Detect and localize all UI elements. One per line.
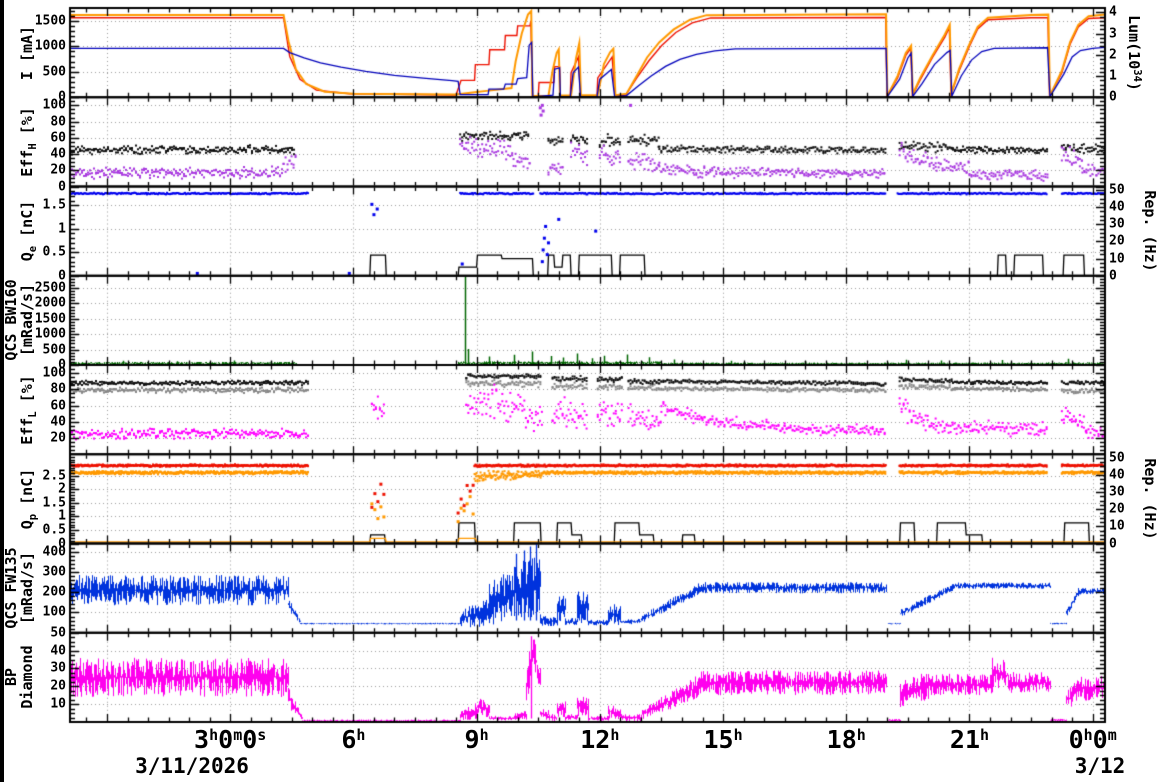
charge-electron-right-ytick-20: 20	[1109, 233, 1125, 249]
qcs-bw160-ytick-2500: 2500	[34, 280, 66, 296]
beam-current-right-ytick-0: 0	[1109, 89, 1117, 105]
bp-diamond-ytick-10: 10	[50, 696, 66, 712]
beam-current-right-ytick-4: 4	[1109, 4, 1117, 20]
charge-positron-ytick-0.5: 0.5	[42, 522, 66, 538]
charge-electron-ytick-1: 1	[58, 221, 66, 237]
eff-h-ytick-0: 0	[58, 179, 66, 194]
qcs-fw135-ytick-100: 100	[42, 604, 66, 620]
charge-positron-ytick-2: 2	[58, 481, 66, 497]
bp-diamond-ytick-30: 30	[50, 660, 66, 676]
charge-electron-right-ytick-30: 30	[1109, 216, 1125, 232]
qcs-bw160-ytick-1000: 1000	[34, 326, 66, 342]
charge-electron-ytick-0: 0	[58, 268, 66, 284]
eff-h-ytick-80: 80	[50, 114, 66, 130]
x-tick-label-2: 9h	[464, 725, 489, 754]
window-left-border	[0, 0, 4, 782]
eff-l-ytick-80: 80	[50, 381, 66, 397]
charge-positron-right-ytick-0: 0	[1109, 536, 1117, 551]
beam-current-right-ytick-1: 1	[1109, 68, 1117, 84]
eff-h-ytick-20: 20	[50, 162, 66, 178]
beam-current-right-ytick-2: 2	[1109, 47, 1117, 63]
charge-electron-ytick-0.5: 0.5	[42, 244, 66, 260]
beam-current-right-ytick-3: 3	[1109, 26, 1117, 41]
eff-l-y-axis-label-line0: EffL [%]	[18, 374, 39, 445]
charge-positron-y-axis-label-line0: Qp [nC]	[18, 468, 39, 530]
bp-diamond-ytick-40: 40	[50, 643, 66, 659]
charge-positron-ytick-0: 0	[58, 536, 66, 551]
charge-electron-y-axis-label-line0: Qe [nC]	[18, 200, 39, 262]
charge-positron-right-ytick-30: 30	[1109, 484, 1125, 500]
beam-current-right-axis-label: Lum(1034)	[1125, 14, 1143, 91]
beam-current-ytick-500: 500	[42, 64, 66, 80]
eff-h-ytick-100: 100	[42, 97, 66, 113]
charge-positron-right-ytick-50: 50	[1109, 450, 1125, 466]
eff-l-ytick-60: 60	[50, 398, 66, 414]
qcs-bw160-y-axis-label-line1: [mRad/s]	[18, 284, 36, 357]
charge-positron-ytick-1.5: 1.5	[42, 495, 66, 511]
eff-h-y-axis-label-line0: EffH [%]	[18, 107, 39, 177]
charge-electron-right-ytick-50: 50	[1109, 182, 1125, 198]
charge-positron-ytick-1: 1	[58, 508, 66, 524]
qcs-fw135-ytick-400: 400	[42, 544, 66, 560]
qcs-bw160-ytick-500: 500	[42, 342, 66, 358]
charge-electron-right-ytick-40: 40	[1109, 199, 1125, 215]
charge-electron-right-ytick-0: 0	[1109, 268, 1117, 284]
bp-diamond-ytick-50: 50	[50, 625, 66, 641]
charge-electron-right-axis-label: Rep. (Hz)	[1141, 190, 1159, 272]
x-tick-label-5: 18h	[826, 725, 866, 754]
beam-current-y-axis-label-line0: I [mA]	[18, 25, 36, 80]
x-tick-label-1: 6h	[341, 725, 366, 754]
qcs-bw160-ytick-1500: 1500	[34, 311, 66, 327]
beam-current-ytick-0: 0	[58, 89, 66, 105]
x-tick-label-6: 21h	[949, 725, 990, 754]
qcs-bw160-ytick-2000: 2000	[34, 295, 66, 311]
qcs-bw160-ytick-0: 0	[58, 357, 66, 373]
beam-current-ytick-1500: 1500	[34, 13, 66, 29]
x-tick-label-0: 3h0m0s	[194, 725, 267, 754]
eff-l-ytick-100: 100	[42, 365, 66, 381]
x-tick-label-4: 15h	[703, 725, 743, 754]
eff-h-ytick-40: 40	[50, 146, 66, 162]
date-label-left: 3/11/2026	[135, 754, 249, 778]
beam-current-ytick-1000: 1000	[34, 38, 66, 54]
charge-positron-right-ytick-10: 10	[1109, 518, 1125, 534]
charge-electron-ytick-1.5: 1.5	[42, 197, 66, 213]
qcs-fw135-ytick-200: 200	[42, 584, 66, 600]
charge-positron-ytick-2.5: 2.5	[42, 468, 66, 484]
x-tick-label-7: 0h0m	[1068, 725, 1117, 754]
eff-l-ytick-20: 20	[50, 430, 66, 446]
charge-positron-right-ytick-40: 40	[1109, 467, 1125, 483]
bp-diamond-ytick-20: 20	[50, 678, 66, 694]
eff-l-ytick-40: 40	[50, 414, 66, 430]
eff-h-ytick-60: 60	[50, 130, 66, 146]
date-label-right: 3/12	[1074, 754, 1126, 778]
bp-diamond-y-axis-label-line1: Diamond	[18, 645, 36, 709]
charge-positron-right-axis-label: Rep. (Hz)	[1141, 458, 1159, 540]
qcs-fw135-y-axis-label-line1: [mRad/s]	[18, 552, 36, 625]
charge-electron-right-ytick-10: 10	[1109, 251, 1125, 267]
charge-positron-right-ytick-20: 20	[1109, 501, 1125, 517]
qcs-fw135-ytick-300: 300	[42, 564, 66, 580]
x-tick-label-3: 12h	[580, 725, 620, 754]
